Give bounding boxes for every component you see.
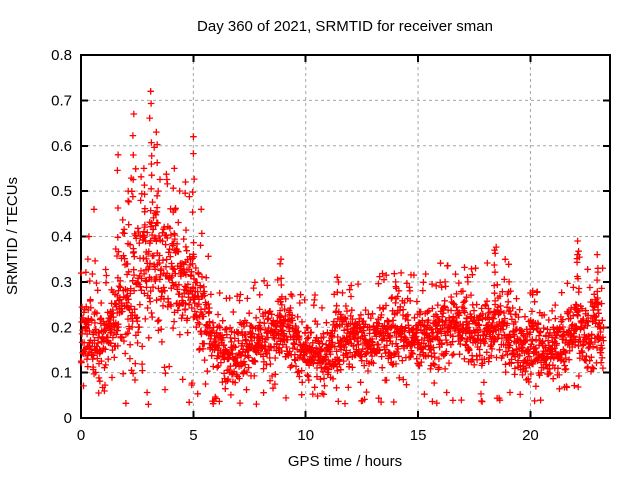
plus-markers-path	[77, 88, 607, 408]
x-tick-label: 0	[77, 427, 85, 444]
x-tick-label: 15	[410, 427, 427, 444]
y-tick-label: 0.7	[51, 92, 72, 109]
axes-and-ticks	[80, 54, 611, 419]
y-tick-label: 0.6	[51, 138, 72, 155]
x-tick-label: 10	[297, 427, 314, 444]
chart-title: Day 360 of 2021, SRMTID for receiver sma…	[197, 18, 493, 35]
scatter-points	[77, 88, 607, 408]
tick-labels: 0 5 10 15 20 0 0.1 0.2 0.3 0.4 0.5 0.6 0.7 0.8	[51, 47, 539, 444]
y-tick-label: 0.1	[51, 365, 72, 382]
y-tick-label: 0	[64, 410, 72, 427]
y-tick-label: 0.5	[51, 183, 72, 200]
x-axis-label: GPS time / hours	[288, 453, 402, 470]
grid-lines	[81, 55, 610, 418]
x-tick-label: 5	[189, 427, 197, 444]
y-tick-label: 0.3	[51, 274, 72, 291]
y-axis-label: SRMTID / TECUs	[4, 177, 21, 295]
y-tick-label: 0.8	[51, 47, 72, 64]
y-tick-label: 0.2	[51, 319, 72, 336]
x-tick-label: 20	[522, 427, 539, 444]
y-tick-label: 0.4	[51, 229, 72, 246]
